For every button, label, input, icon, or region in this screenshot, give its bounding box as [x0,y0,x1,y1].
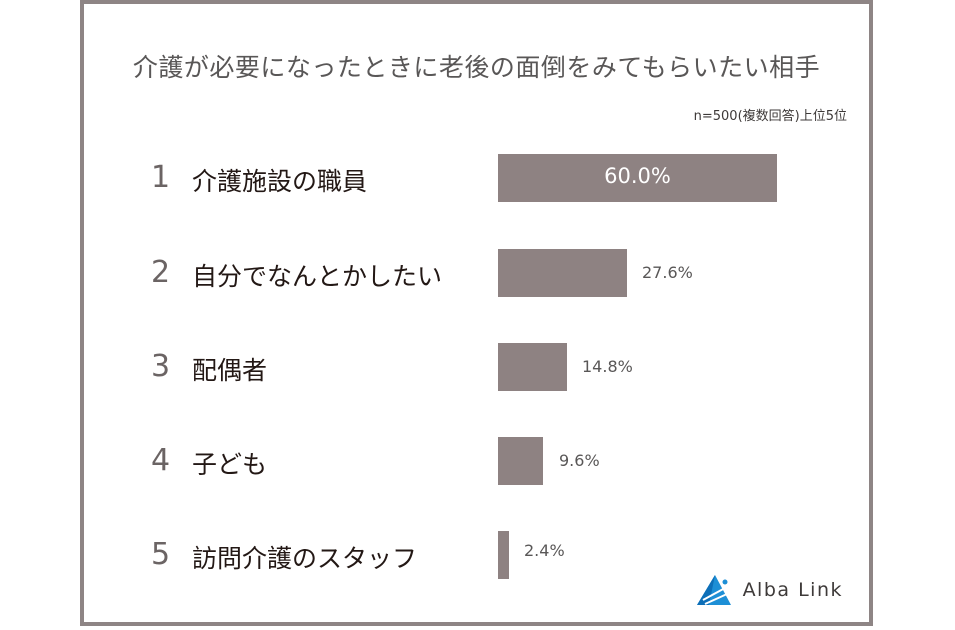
sample-note: n=500(複数回答)上位5位 [693,109,847,124]
chart-frame: 介護が必要になったときに老後の面倒をみてもらいたい相手 n=500(複数回答)上… [80,0,873,626]
bar-value-label: 60.0% [604,164,671,188]
rank-number: 3 [151,349,171,384]
bar-row-5: 5 訪問介護のスタッフ 2.4% [84,531,869,579]
alba-link-logo: Alba Link [695,574,843,606]
rank-number: 4 [151,443,171,478]
chart-title: 介護が必要になったときに老後の面倒をみてもらいたい相手 [132,53,821,82]
bar-value-label: 14.8% [582,357,633,376]
bar-row-2: 2 自分でなんとかしたい 27.6% [84,249,869,297]
category-label: 訪問介護のスタッフ [192,544,418,573]
bar [498,531,509,579]
bar [498,343,567,391]
rank-number: 5 [151,537,171,572]
bar-row-3: 3 配偶者 14.8% [84,343,869,391]
rank-number: 1 [151,160,171,195]
bar [498,249,627,297]
category-label: 子ども [192,450,268,479]
logo-text: Alba Link [742,579,843,601]
bar-row-4: 4 子ども 9.6% [84,437,869,485]
bar: 60.0% [498,154,777,202]
rank-number: 2 [151,255,171,290]
category-label: 自分でなんとかしたい [192,262,443,291]
category-label: 介護施設の職員 [192,167,368,196]
bar [498,437,543,485]
category-label: 配偶者 [192,356,268,385]
bar-row-1: 1 介護施設の職員 60.0% [84,154,869,202]
bar-value-label: 2.4% [524,541,565,560]
bar-value-label: 27.6% [642,263,693,282]
alba-link-triangle-icon [696,575,731,605]
bar-value-label: 9.6% [559,451,600,470]
